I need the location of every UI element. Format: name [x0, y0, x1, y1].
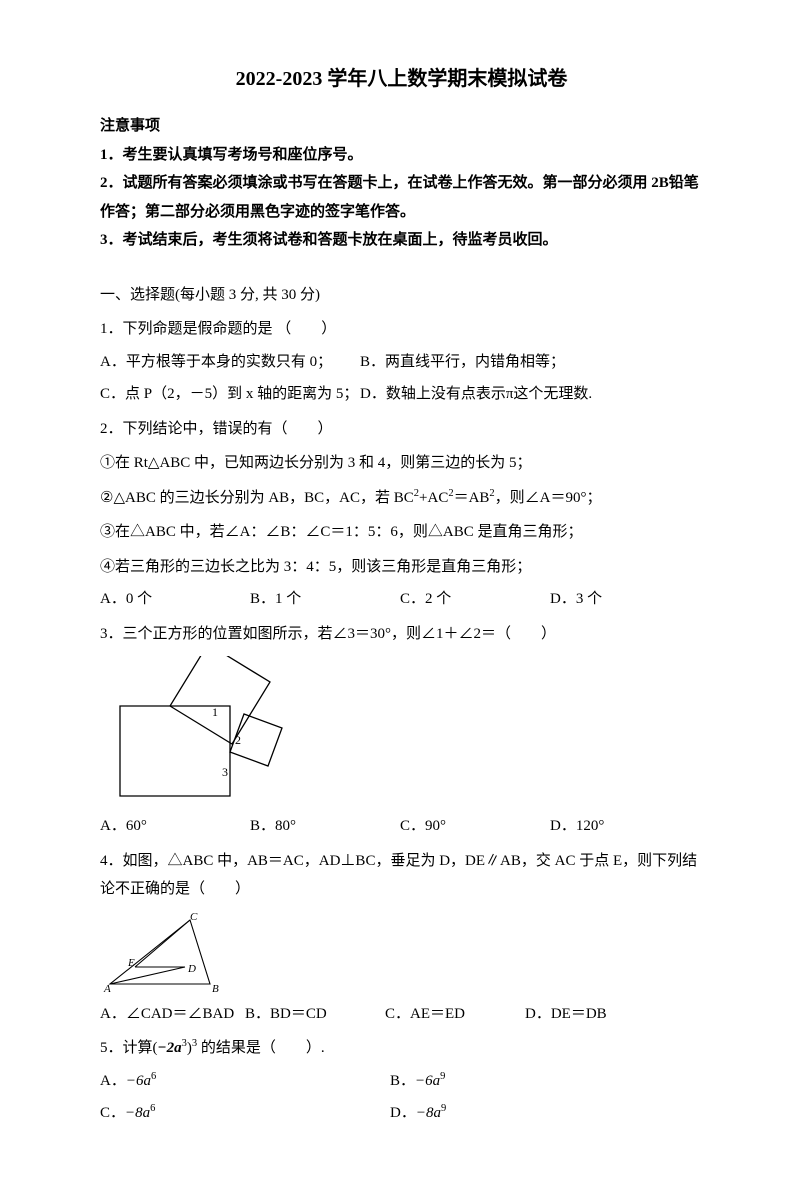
- q2-stem: 2．下列结论中，错误的有（ ）: [100, 415, 703, 444]
- q5-c-base: −8a: [125, 1105, 150, 1121]
- q5-b-exp: 9: [440, 1071, 445, 1082]
- q5-b-base: −6a: [415, 1073, 440, 1089]
- q1-opt-b: B．两直线平行，内错角相等；: [360, 348, 565, 377]
- q5-a-base: −6a: [126, 1073, 151, 1089]
- q5-d-base: −8a: [416, 1105, 441, 1121]
- page-title: 2022-2023 学年八上数学期末模拟试卷: [100, 60, 703, 98]
- q5-base: −2a: [158, 1040, 182, 1056]
- q5-pre: 5．计算(: [100, 1040, 158, 1056]
- q1-opt-c: C．点 P（2，－5）到 x 轴的距离为 5；: [100, 380, 360, 409]
- svg-text:1: 1: [212, 705, 218, 719]
- three-squares-icon: 1 2 3: [100, 656, 290, 806]
- q2-s2-eq: ＝AB: [454, 490, 490, 506]
- q5-d-pre: D．: [390, 1105, 416, 1121]
- q3-figure: 1 2 3: [100, 656, 703, 806]
- q4-opts: A．∠CAD＝∠BAD B．BD＝CD C．AE＝ED D．DE＝DB: [100, 1000, 703, 1029]
- exam-page: 2022-2023 学年八上数学期末模拟试卷 注意事项 1．考生要认真填写考场号…: [0, 0, 793, 1188]
- spacer: [100, 255, 703, 273]
- q2-s2: ②△ABC 的三边长分别为 AB，BC，AC，若 BC2+AC2＝AB2，则∠A…: [100, 484, 703, 513]
- q4-opt-c: C．AE＝ED: [385, 1000, 525, 1029]
- q3-opts: A．60° B．80° C．90° D．120°: [100, 812, 703, 841]
- svg-text:3: 3: [222, 765, 228, 779]
- notice-head: 注意事项: [100, 112, 703, 141]
- q5-opt-d: D．−8a9: [390, 1099, 446, 1128]
- q4-figure: A B C D E: [100, 912, 703, 994]
- q4-opt-a: A．∠CAD＝∠BAD: [100, 1000, 245, 1029]
- q1-row1: A．平方根等于本身的实数只有 0； B．两直线平行，内错角相等；: [100, 348, 703, 377]
- q2-opt-d: D．3 个: [550, 585, 602, 614]
- q5-d-exp: 9: [441, 1103, 446, 1114]
- q2-s2-mid: +AC: [419, 490, 448, 506]
- q2-s3: ③在△ABC 中，若∠A：∠B：∠C＝1：5：6，则△ABC 是直角三角形；: [100, 518, 703, 547]
- q5-opt-b: B．−6a9: [390, 1067, 445, 1096]
- q2-opt-c: C．2 个: [400, 585, 550, 614]
- q3-opt-b: B．80°: [250, 812, 400, 841]
- q2-opt-a: A．0 个: [100, 585, 250, 614]
- section-1-head: 一、选择题(每小题 3 分, 共 30 分): [100, 281, 703, 310]
- notice-line-1: 1．考生要认真填写考场号和座位序号。: [100, 141, 703, 170]
- svg-text:D: D: [187, 963, 196, 975]
- q5-a-exp: 6: [151, 1071, 156, 1082]
- q5-row1: A．−6a6 B．−6a9: [100, 1067, 703, 1096]
- q1-opt-a: A．平方根等于本身的实数只有 0；: [100, 348, 360, 377]
- q5-row2: C．−8a6 D．−8a9: [100, 1099, 703, 1128]
- q4-stem: 4．如图，△ABC 中，AB＝AC，AD⊥BC，垂足为 D，DE∥AB，交 AC…: [100, 847, 703, 904]
- svg-text:B: B: [212, 983, 219, 994]
- notice-line-3: 3．考试结束后，考生须将试卷和答题卡放在桌面上，待监考员收回。: [100, 226, 703, 255]
- q1-row2: C．点 P（2，－5）到 x 轴的距离为 5； D．数轴上没有点表示π这个无理数…: [100, 380, 703, 409]
- q5-stem: 5．计算(−2a3)3 的结果是（ ）.: [100, 1034, 703, 1063]
- q3-opt-c: C．90°: [400, 812, 550, 841]
- q2-s4: ④若三角形的三边长之比为 3：4：5，则该三角形是直角三角形；: [100, 553, 703, 582]
- q2-opt-b: B．1 个: [250, 585, 400, 614]
- q1-stem: 1．下列命题是假命题的是 （ ）: [100, 315, 703, 344]
- q4-opt-d: D．DE＝DB: [525, 1000, 607, 1029]
- svg-text:C: C: [190, 912, 198, 923]
- q2-s2-post: ，则∠A＝90°；: [495, 490, 602, 506]
- q4-opt-b: B．BD＝CD: [245, 1000, 385, 1029]
- q1-opt-d: D．数轴上没有点表示π这个无理数.: [360, 380, 592, 409]
- q3-stem: 3．三个正方形的位置如图所示，若∠3＝30°，则∠1＋∠2＝（ ）: [100, 620, 703, 649]
- q5-opt-c: C．−8a6: [100, 1099, 390, 1128]
- q5-c-pre: C．: [100, 1105, 125, 1121]
- q2-s1: ①在 Rt△ABC 中，已知两边长分别为 3 和 4，则第三边的长为 5；: [100, 449, 703, 478]
- q5-c-exp: 6: [150, 1103, 155, 1114]
- triangle-abc-icon: A B C D E: [100, 912, 240, 994]
- q2-opts: A．0 个 B．1 个 C．2 个 D．3 个: [100, 585, 703, 614]
- svg-text:A: A: [103, 983, 111, 994]
- q3-opt-a: A．60°: [100, 812, 250, 841]
- svg-text:2: 2: [235, 733, 241, 747]
- q3-opt-d: D．120°: [550, 812, 604, 841]
- q5-a-pre: A．: [100, 1073, 126, 1089]
- notice-line-2: 2．试题所有答案必须填涂或书写在答题卡上，在试卷上作答无效。第一部分必须用 2B…: [100, 169, 703, 226]
- svg-text:E: E: [127, 957, 135, 969]
- q5-post: 的结果是（ ）.: [197, 1040, 325, 1056]
- q5-opt-a: A．−6a6: [100, 1067, 390, 1096]
- q5-b-pre: B．: [390, 1073, 415, 1089]
- q2-s2-pre: ②△ABC 的三边长分别为 AB，BC，AC，若 BC: [100, 490, 414, 506]
- notice-block: 注意事项 1．考生要认真填写考场号和座位序号。 2．试题所有答案必须填涂或书写在…: [100, 112, 703, 255]
